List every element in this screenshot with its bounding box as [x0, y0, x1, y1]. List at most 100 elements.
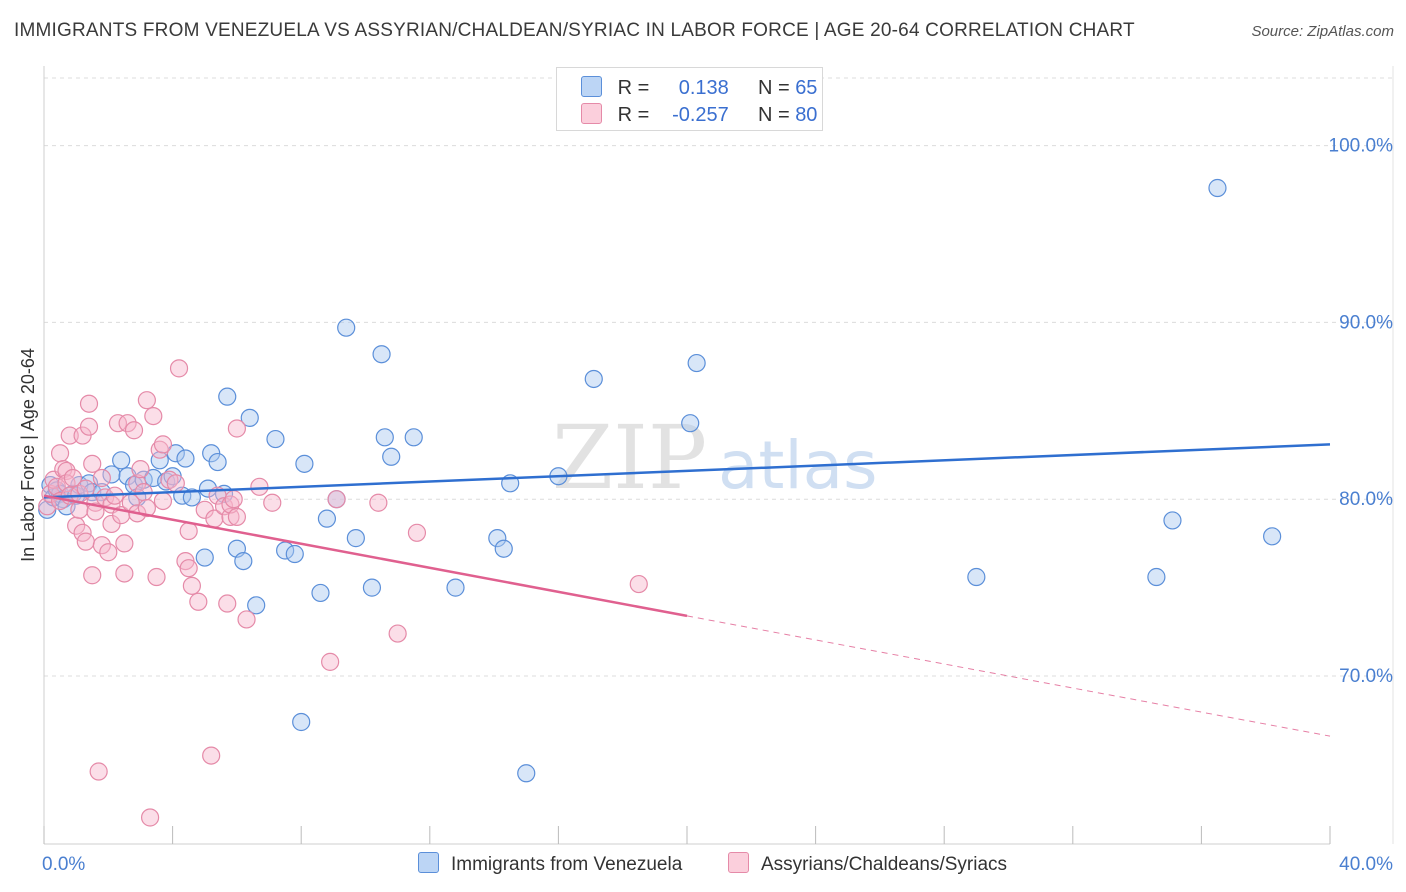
data-point: [266, 429, 285, 449]
data-point: [337, 318, 356, 337]
data-point: [517, 764, 536, 783]
data-point: [115, 564, 134, 583]
data-point: [63, 468, 83, 488]
data-point: [221, 507, 240, 526]
legend-n-label: N =: [757, 77, 790, 99]
data-point: [372, 345, 391, 364]
data-point: [311, 583, 330, 603]
data-point: [1163, 511, 1182, 530]
data-point: [99, 543, 118, 562]
data-point: [144, 407, 163, 426]
data-point: [89, 762, 108, 781]
data-point: [137, 498, 156, 518]
data-point: [285, 544, 304, 564]
legend-swatch-pink: [581, 103, 602, 124]
data-point: [218, 594, 237, 613]
data-point: [118, 414, 137, 433]
data-point: [404, 428, 423, 447]
data-point: [321, 652, 340, 671]
data-point: [182, 576, 201, 595]
data-point: [124, 421, 144, 440]
data-point: [263, 493, 282, 512]
legend-n-label: N =: [757, 104, 790, 126]
data-point: [681, 414, 700, 433]
data-point: [629, 574, 648, 594]
data-point: [369, 493, 388, 512]
series-legend: Immigrants from Venezuela Assyrians/Chal…: [0, 852, 1406, 878]
data-point: [227, 507, 246, 526]
data-point: [83, 566, 102, 585]
y-tick-label: 100.0%: [1329, 136, 1394, 157]
legend-r-label: R =: [617, 77, 650, 99]
source-label: Source: ZipAtlas.com: [1251, 23, 1394, 40]
data-point: [182, 488, 201, 507]
data-point: [494, 539, 513, 558]
x-tick-label: 40.0%: [1339, 854, 1393, 875]
data-point: [584, 369, 603, 389]
data-point: [150, 440, 169, 459]
data-point: [140, 808, 160, 827]
data-point: [1147, 567, 1166, 587]
legend-row-venezuela: R = 0.138 N = 65: [581, 76, 817, 100]
data-point: [247, 596, 266, 615]
data-point: [407, 523, 427, 542]
data-point: [1208, 178, 1227, 198]
data-point: [292, 712, 311, 732]
data-point: [208, 452, 227, 472]
data-point: [112, 451, 131, 470]
legend-n-value: 65: [795, 77, 818, 99]
data-point: [176, 449, 195, 468]
data-point: [346, 529, 365, 548]
data-point: [137, 391, 156, 410]
data-point: [687, 353, 706, 373]
series-legend-assyrian: Assyrians/Chaldeans/Syriacs: [728, 852, 1007, 876]
legend-r-label: R =: [617, 104, 650, 126]
trend-line-pink: [43, 494, 688, 618]
data-point: [50, 444, 70, 463]
data-point: [92, 536, 111, 555]
data-point: [79, 417, 99, 436]
data-point: [76, 532, 95, 551]
y-axis-label: In Labor Force | Age 20-64: [18, 348, 38, 562]
y-tick-label: 70.0%: [1339, 666, 1393, 687]
data-point: [47, 477, 66, 496]
data-point: [295, 454, 314, 473]
data-point: [169, 359, 189, 378]
legend-r-value: -0.257: [672, 104, 729, 126]
data-point: [317, 509, 337, 528]
chart-title: IMMIGRANTS FROM VENEZUELA VS ASSYRIAN/CH…: [14, 20, 1135, 41]
series-label: Assyrians/Chaldeans/Syriacs: [761, 854, 1008, 875]
data-point: [198, 479, 218, 498]
legend-row-assyrian: R = -0.257 N = 80: [581, 103, 817, 127]
data-point: [166, 474, 185, 493]
legend-n-value: 80: [795, 104, 818, 126]
data-point: [76, 479, 95, 498]
data-point: [488, 529, 507, 548]
data-point: [115, 534, 134, 553]
correlation-legend: R = 0.138 N = 65 R = -0.257 N = 80: [556, 67, 823, 131]
series-label: Immigrants from Venezuela: [451, 854, 683, 875]
data-point: [362, 578, 382, 597]
data-point: [240, 408, 259, 427]
series-swatch-pink: [728, 852, 749, 873]
data-point: [388, 624, 407, 643]
data-point: [446, 578, 465, 597]
data-point: [218, 387, 237, 406]
data-point: [108, 414, 128, 433]
series-legend-venezuela: Immigrants from Venezuela: [418, 852, 682, 876]
data-point: [153, 435, 173, 454]
data-point: [202, 746, 221, 765]
data-point: [57, 461, 76, 481]
data-point: [179, 559, 198, 578]
data-point: [60, 426, 79, 445]
data-point: [237, 610, 256, 629]
data-point: [131, 460, 150, 479]
data-point: [227, 419, 246, 438]
data-point: [967, 567, 986, 587]
data-point: [147, 567, 166, 587]
data-point: [234, 551, 253, 571]
legend-r-value: 0.138: [678, 77, 729, 99]
data-point: [153, 491, 173, 511]
series-swatch-blue: [418, 852, 439, 873]
